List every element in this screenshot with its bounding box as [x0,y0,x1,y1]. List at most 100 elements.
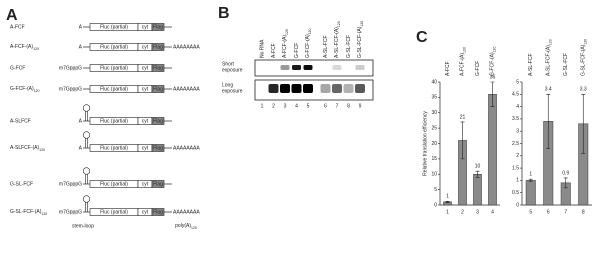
box-label: Fluc (partial) [100,181,128,187]
category-label: A-FCF [445,61,451,76]
value-label: 3.3 [580,87,587,93]
lane-number: 4 [491,209,494,215]
y-tick-label: 20 [431,141,437,147]
panel-label: C [416,29,428,46]
box-label: Flag [153,118,163,124]
lane-number: 9 [359,103,362,109]
poly-a: AAAAAAAA [173,145,200,151]
box-label: cyt [142,86,149,92]
error-bar [445,201,450,203]
band [320,84,331,93]
box-label: Fluc (partial) [100,65,128,71]
lane-label: A-SL-FCF-(A)120 [334,21,341,58]
cap: A [79,145,83,151]
band [292,65,301,70]
y-tick-label: 0.5 [512,190,519,196]
bottom-label: stem-loop [72,223,94,229]
y-tick-label: 1.5 [512,165,519,171]
loop [82,195,91,203]
loop [82,104,91,112]
box-label: Fluc (partial) [100,145,128,151]
construct-name: A-SLFCF [10,118,31,124]
box-label: Fluc (partial) [100,86,128,92]
blot-short [254,59,374,77]
box-label: Flag [153,145,163,151]
box-label: cyt [142,44,149,50]
poly-a: AAAAAAAA [173,209,200,215]
band [343,84,354,93]
y-axis-label: Relative translation efficiency [422,111,428,176]
lane-number: 4 [295,103,298,109]
exposure-label: Long [222,82,233,88]
band [291,84,302,93]
lane-label: G-SL-FCF-(A)120 [357,21,364,58]
y-tick-label: 1 [516,178,519,184]
box-label: Flag [153,24,163,30]
loop [82,131,91,139]
box-label: cyt [142,118,149,124]
lane-label: A-FCF [271,43,277,58]
lane-number: 8 [347,103,350,109]
lane-number: 6 [547,209,550,215]
bar [473,174,482,206]
category-label: G-SL-FCF-(A)120 [581,39,588,76]
lane-number: 6 [324,103,327,109]
band [280,84,290,93]
box-label: Flag [153,44,163,50]
category-label: A-FCF-(A)120 [460,47,467,76]
lane-label: G-FCF-(A)120 [305,28,312,58]
band [268,84,279,93]
construct-name: G-SL-FCF-(A)120 [10,209,47,216]
construct-name: A-SLFCF-(A)120 [10,145,45,152]
y-tick-label: 4.5 [512,92,519,98]
y-tick-label: 10 [431,172,437,178]
value-label: 36 [490,74,496,80]
y-tick-label: 4 [516,104,519,110]
construct-name: A-FCF-(A)120 [10,44,39,51]
category-label: A-SL-FCF-(A)120 [546,39,553,76]
box-label: cyt [142,209,149,215]
band [303,84,313,93]
error-bar [581,94,586,154]
exposure-label: Short [222,61,235,67]
construct-name: G-SL-FCF [10,181,33,187]
lane-number: 1 [446,209,449,215]
y-tick-label: 15 [431,156,437,162]
y-tick-label: 5 [434,187,437,193]
cap: A [79,24,83,30]
lane-number: 5 [529,209,532,215]
band [303,65,313,70]
bar [488,94,497,206]
box-label: Fluc (partial) [100,44,128,50]
poly-a: AAAAAAAA [173,44,200,50]
category-label: A-SL-FCF [528,54,534,77]
y-tick-label: 3 [516,129,519,135]
box-label: cyt [142,24,149,30]
box-label: Flag [153,65,163,71]
lane-number: 7 [336,103,339,109]
construct-name: A-FCF [10,24,25,30]
box-label: cyt [142,181,149,187]
lane-label: G-SL-FCF [346,35,352,58]
band [332,65,342,70]
box-label: Fluc (partial) [100,118,128,124]
cap: m7GpppG [59,86,82,92]
value-label: 10 [475,164,481,170]
lane-number: 3 [284,103,287,109]
lane-label: A-FCF-(A)120 [282,29,289,58]
bottom-label: poly(A)120 [175,223,197,230]
y-tick-label: 0 [434,202,437,208]
error-bar [490,81,495,107]
box-label: Fluc (partial) [100,24,128,30]
error-bar [460,121,465,160]
y-tick-label: 2 [516,153,519,159]
bar [525,180,536,206]
lane-number: 2 [461,209,464,215]
cap: A [79,118,83,124]
error-bar [528,178,533,182]
lane-label: No RNA [259,39,265,58]
value-label: 3.4 [545,87,552,93]
value-label: 1 [446,194,449,200]
value-label: 21 [460,114,466,120]
